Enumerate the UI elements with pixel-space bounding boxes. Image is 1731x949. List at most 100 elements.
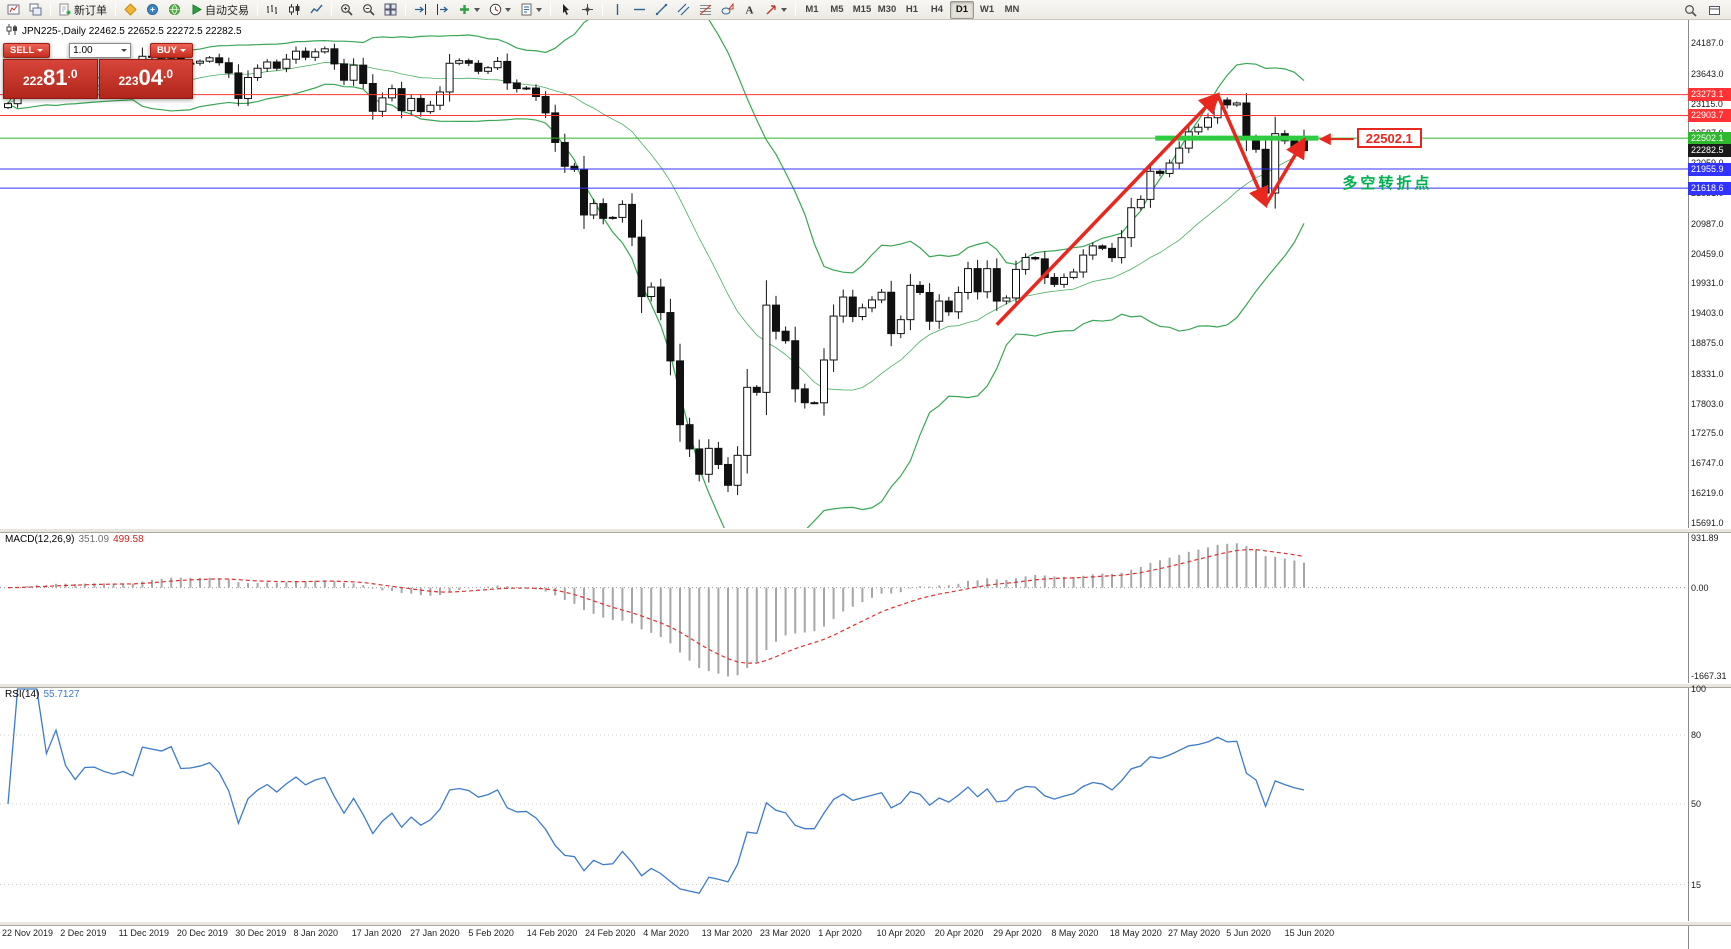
price-axis-label: 16747.0: [1691, 458, 1724, 469]
rsi-name: RSI(14): [5, 689, 40, 700]
new-chart-button[interactable]: [454, 1, 484, 19]
date-axis-label: 5 Feb 2020: [468, 928, 514, 938]
trendline-icon[interactable]: [651, 1, 672, 19]
chart-icon: [6, 24, 18, 38]
sell-button[interactable]: SELL: [3, 42, 51, 58]
date-axis-label: 2 Dec 2019: [60, 928, 107, 938]
metaeditor-icon[interactable]: [120, 1, 141, 19]
volume-field[interactable]: [69, 42, 132, 58]
svg-text:A: A: [746, 5, 754, 17]
main-toolbar: 新订单 自动交易 A M1 M5 M15 M30 H1 H4 D1 W1 MN: [0, 0, 1731, 20]
tile-windows-icon: [384, 3, 397, 16]
arrows-button[interactable]: [761, 1, 791, 19]
volume-input[interactable]: [73, 44, 114, 56]
timeframe-h1[interactable]: H1: [900, 1, 924, 19]
toolbar-separator: [331, 3, 332, 16]
toolbar-separator: [115, 3, 116, 16]
shapes-icon: [721, 3, 734, 16]
timeframe-m15[interactable]: M15: [850, 1, 874, 19]
buy-button-label: BUY: [156, 44, 177, 56]
periods-icon: [489, 3, 502, 16]
candlestick-chart-icon[interactable]: [284, 1, 305, 19]
macd-axis-label: 931.89: [1691, 533, 1719, 544]
metaeditor-icon: [124, 3, 137, 16]
rsi-axis-label: 15: [1691, 879, 1702, 890]
date-axis-label: 22 Nov 2019: [2, 928, 54, 938]
zoom-out-icon: [362, 3, 375, 16]
zoom-in-icon[interactable]: [336, 1, 357, 19]
rsi-pane: [0, 688, 1688, 895]
search-icon[interactable]: [1680, 1, 1701, 19]
rsi-label: RSI(14) 55.7127: [5, 689, 80, 700]
trendline-icon: [655, 3, 668, 16]
horizontal-line-icon[interactable]: [629, 1, 650, 19]
timeframe-w1[interactable]: W1: [975, 1, 999, 19]
date-axis-label: 15 Jun 2020: [1284, 928, 1335, 938]
price-annotation-label[interactable]: 22502.1: [1356, 128, 1422, 149]
window-layout-icon: [29, 3, 42, 16]
community-icon: [168, 3, 181, 16]
timeframe-m5[interactable]: M5: [825, 1, 849, 19]
bar-chart-icon: [266, 3, 279, 16]
tile-windows-icon[interactable]: [380, 1, 401, 19]
zoom-out-icon[interactable]: [358, 1, 379, 19]
market-icon[interactable]: [142, 1, 163, 19]
timeframe-d1[interactable]: D1: [950, 0, 974, 19]
chevron-down-icon: [505, 7, 511, 12]
text-icon: A: [743, 3, 756, 17]
symbol-info-text: JPN225-,Daily 22462.5 22652.5 22272.5 22…: [22, 25, 242, 37]
timeframe-m1[interactable]: M1: [800, 1, 824, 19]
shapes-icon[interactable]: [717, 1, 738, 19]
chart-shift-icon[interactable]: [432, 1, 453, 19]
line-chart-icon[interactable]: [306, 1, 327, 19]
auto-scroll-icon[interactable]: [410, 1, 431, 19]
cursor-icon[interactable]: [555, 1, 576, 19]
chart-canvas[interactable]: [0, 20, 1731, 949]
fibonacci-icon: [699, 3, 712, 16]
channel-icon[interactable]: [673, 1, 694, 19]
timeframe-mn[interactable]: MN: [1000, 1, 1024, 19]
sell-price-button[interactable]: 222 81.0: [3, 59, 98, 99]
main-price-pane: [4, 20, 1308, 528]
turning-point-label[interactable]: 多空转折点: [1342, 174, 1433, 192]
rsi-axis-label: 100: [1691, 684, 1707, 694]
window-splitter[interactable]: [0, 921, 1731, 926]
timeframe-h4[interactable]: H4: [925, 1, 949, 19]
symbol-info: JPN225-,Daily 22462.5 22652.5 22272.5 22…: [6, 24, 242, 38]
autotrading-button[interactable]: 自动交易: [186, 1, 253, 19]
panel-icon: [1708, 4, 1721, 17]
panel-icon[interactable]: [1704, 1, 1725, 19]
new-order-button[interactable]: 新订单: [55, 1, 111, 19]
buy-button[interactable]: BUY: [149, 42, 193, 58]
templates-button[interactable]: [516, 1, 546, 19]
window-splitter[interactable]: [0, 683, 1731, 688]
fibonacci-icon[interactable]: [695, 1, 716, 19]
toolbar-separator: [550, 3, 551, 16]
date-axis-label: 4 Mar 2020: [643, 928, 689, 938]
buy-price-button[interactable]: 223 04.0: [98, 59, 193, 99]
chevron-down-icon: [474, 7, 480, 12]
community-icon[interactable]: [164, 1, 185, 19]
window-splitter[interactable]: [0, 528, 1731, 533]
text-icon[interactable]: A: [739, 1, 760, 19]
charts-icon[interactable]: [3, 1, 24, 19]
window-layout-icon[interactable]: [25, 1, 46, 19]
toolbar-separator: [405, 3, 406, 16]
date-axis-label: 5 Jun 2020: [1226, 928, 1271, 938]
volume-caret-icon[interactable]: [121, 48, 128, 52]
candlestick-chart-icon: [288, 3, 301, 16]
price-digits: 04: [138, 65, 163, 90]
vertical-line-icon[interactable]: [607, 1, 628, 19]
price-axis-label: 16219.0: [1691, 488, 1724, 499]
line-chart-icon: [310, 3, 323, 16]
periods-button[interactable]: [485, 1, 515, 19]
timeframe-m30[interactable]: M30: [875, 1, 899, 19]
charts-icon: [7, 3, 20, 16]
price-axis-label: 20987.0: [1691, 218, 1724, 229]
date-axis-label: 29 Apr 2020: [993, 928, 1042, 938]
sell-button-label: SELL: [10, 44, 35, 56]
crosshair-icon[interactable]: [577, 1, 598, 19]
bar-chart-icon[interactable]: [262, 1, 283, 19]
